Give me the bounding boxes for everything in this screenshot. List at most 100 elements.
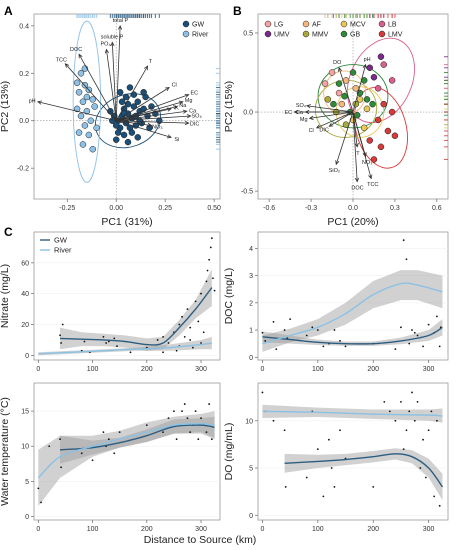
data-point <box>113 337 116 340</box>
data-point <box>37 487 40 490</box>
loading-mg <box>309 111 354 119</box>
point-river <box>91 103 98 110</box>
loading-arrowhead <box>308 115 314 120</box>
point-lg <box>328 69 336 76</box>
point-river <box>83 107 91 115</box>
do-panel: 0 100 200 300 0 5 10 DO (mg/mL) <box>223 382 449 533</box>
loading-doc <box>352 112 358 182</box>
plot-frame <box>33 382 221 521</box>
x-tick-label: 100 <box>87 366 99 373</box>
loading-ph <box>37 101 117 122</box>
data-point <box>405 429 408 432</box>
loading-label: DOC <box>351 186 363 192</box>
point-gw <box>124 138 132 146</box>
data-point <box>261 391 264 394</box>
loading-label: EC <box>285 110 293 116</box>
loading-label: DIC <box>190 121 200 127</box>
data-point <box>197 320 200 323</box>
loading-so <box>116 115 191 122</box>
loading-label: SO₄ <box>192 114 203 120</box>
data-point <box>206 269 209 272</box>
point-gw <box>130 91 138 98</box>
data-point <box>305 476 308 479</box>
data-point <box>400 400 402 403</box>
data-point <box>162 431 164 434</box>
loading-label: Ca <box>296 110 304 116</box>
data-point <box>173 410 175 413</box>
data-point <box>433 495 436 498</box>
x-tick-label: -0.25 <box>59 205 75 212</box>
data-point <box>422 438 424 441</box>
point-river <box>89 145 96 153</box>
data-point <box>394 348 397 351</box>
data-point <box>402 448 405 451</box>
y-axis-label: Nitrate (mg/L) <box>0 264 11 328</box>
data-point <box>438 345 441 348</box>
data-point <box>330 467 333 469</box>
data-point <box>344 345 347 348</box>
trend-line-gw <box>284 453 444 488</box>
data-point <box>59 334 61 337</box>
plot-frame <box>257 382 449 521</box>
data-point <box>264 340 267 342</box>
loading-label: T <box>356 151 360 157</box>
loading-label: PO₄ <box>101 42 112 48</box>
trend-line-river <box>38 342 212 355</box>
data-point <box>305 334 308 337</box>
point-river <box>73 79 81 87</box>
x-tick-label: 300 <box>195 526 207 533</box>
y-tick-label: 0.5 <box>243 30 253 37</box>
point-lmv <box>384 127 392 135</box>
y-axis-label: DO (mg/mL) <box>223 423 235 481</box>
data-point <box>186 308 189 311</box>
loading-total-p <box>115 25 121 121</box>
confidence-band-gw <box>60 416 215 464</box>
point-mcv <box>363 105 371 113</box>
loading-arrowhead <box>335 160 340 166</box>
y-tick-label: 60 <box>21 260 29 267</box>
loading-po <box>106 49 117 121</box>
loading-label: K <box>175 106 179 112</box>
loading-arrowhead <box>354 177 360 183</box>
data-point <box>91 459 94 462</box>
point-af <box>338 100 346 108</box>
data-point <box>129 351 132 354</box>
legend-marker-umv <box>264 30 272 38</box>
data-point <box>333 486 336 488</box>
data-point <box>48 445 51 448</box>
loading-arrowhead <box>304 109 310 115</box>
point-river <box>77 70 85 77</box>
loading-arrowhead <box>104 48 109 54</box>
x-tick-label: -0.6 <box>263 205 275 212</box>
y-tick-label: 0.0 <box>243 110 253 117</box>
data-point <box>167 417 170 420</box>
point-lmv <box>377 143 385 151</box>
point-river <box>83 93 91 101</box>
y-axis-label: PC2 (15%) <box>223 81 235 132</box>
data-point <box>210 438 213 441</box>
ellipse-gw <box>95 93 161 149</box>
point-umv <box>377 53 385 60</box>
data-point <box>394 419 397 422</box>
loading-arrowhead <box>64 63 70 68</box>
shared-x-axis-label: Distance to Source (km) <box>144 534 257 546</box>
data-point <box>189 339 192 341</box>
data-point <box>80 452 83 455</box>
legend-label: LMV <box>388 32 403 39</box>
data-point <box>105 342 108 344</box>
panel-letter-b: B <box>233 4 242 18</box>
point-lmv <box>374 116 382 124</box>
data-point <box>162 335 164 338</box>
legend-label: AF <box>312 22 321 29</box>
loading-tcc <box>65 63 117 121</box>
loading-label: DOC <box>70 47 82 53</box>
data-point <box>322 345 325 348</box>
point-lmv <box>370 156 378 163</box>
loading-dic <box>116 120 189 124</box>
y-tick-label: 1 <box>249 328 253 335</box>
y-tick-label: 0.0 <box>19 118 29 125</box>
point-gw <box>134 98 142 106</box>
data-point <box>40 501 42 504</box>
